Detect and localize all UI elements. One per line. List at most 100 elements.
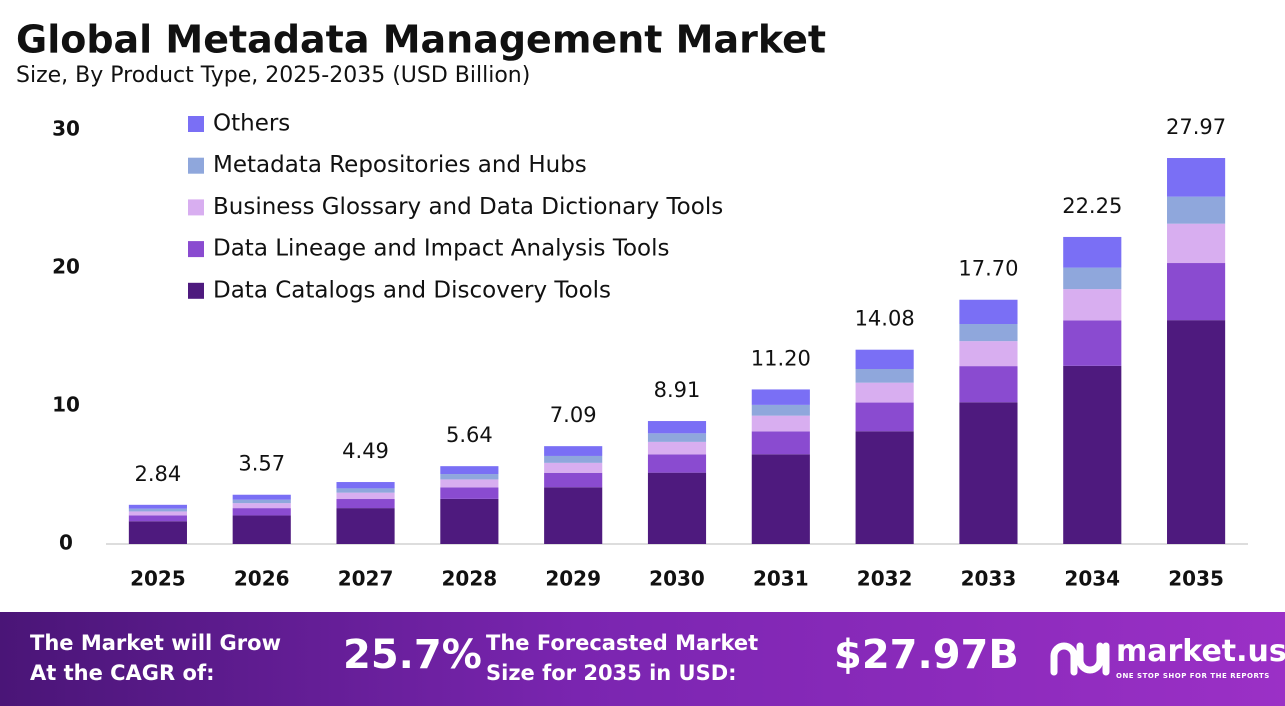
line: The Forecasted Market (486, 631, 759, 655)
bar-segment (128, 508, 187, 512)
bar-segment (1167, 158, 1226, 197)
bar-segment (959, 366, 1018, 403)
legend-label: Data Lineage and Impact Analysis Tools (213, 236, 670, 262)
legend-swatch (188, 241, 204, 258)
legend-swatch (188, 157, 204, 174)
line: Size for 2035 in USD: (486, 661, 737, 685)
bar-segment (336, 492, 395, 500)
bar-segment (232, 515, 291, 544)
brand: market.us (1116, 634, 1285, 669)
x-tick-label: 2028 (442, 567, 498, 591)
bar-segment (1167, 223, 1226, 264)
x-tick-label: 2035 (1168, 567, 1224, 591)
bar-segment (959, 341, 1018, 367)
bar-segment (855, 382, 914, 403)
bar-segment (232, 499, 291, 504)
x-tick-label: 2026 (234, 567, 290, 591)
x-tick-label: 2032 (857, 567, 913, 591)
bar-segment (440, 466, 499, 475)
bar-segment (1063, 289, 1122, 321)
legend-swatch (188, 116, 204, 132)
total-label: 3.57 (238, 452, 285, 476)
x-tick-label: 2033 (961, 567, 1017, 591)
y-tick-label: 20 (52, 255, 80, 279)
cagr-text: The Market will Grow At the CAGR of: (30, 628, 281, 688)
forecast-text: The Forecasted Market Size for 2035 in US… (486, 628, 758, 688)
bar-segment (751, 389, 810, 405)
x-tick-label: 2031 (753, 567, 809, 591)
bar-segment (959, 299, 1018, 325)
y-tick-label: 0 (59, 531, 73, 555)
bar-segment (440, 487, 499, 499)
chart-title: Global Metadata Management Market (16, 18, 826, 62)
bar-segment (544, 487, 603, 544)
y-tick-label: 30 (52, 117, 80, 141)
bar-segment (1063, 320, 1122, 366)
bar-segment (959, 324, 1018, 342)
chart-subtitle: Size, By Product Type, 2025-2035 (USD Bi… (16, 63, 530, 88)
bar-segment (647, 454, 707, 473)
bar-segment (336, 499, 395, 509)
legend-label: Metadata Repositories and Hubs (213, 152, 587, 178)
bar-segment (440, 479, 499, 488)
bar-segment (232, 503, 291, 509)
legend-swatch (188, 199, 204, 216)
bar-segment (751, 431, 810, 455)
bar-segment (959, 402, 1018, 544)
bar-segment (751, 404, 810, 416)
legend-swatch (188, 282, 204, 299)
total-label: 14.08 (855, 307, 915, 331)
total-label: 4.49 (342, 439, 389, 463)
forecast-value: $27.97B (834, 632, 1019, 678)
bar-segment (128, 511, 187, 516)
bar-segment (544, 446, 603, 456)
bar-segment (1063, 365, 1122, 544)
bar-segment (1063, 236, 1122, 268)
total-label: 8.91 (654, 378, 701, 402)
bar-segment (1167, 196, 1226, 224)
legend-label: Others (213, 111, 290, 137)
bar-segment (544, 462, 603, 473)
bar-segment (232, 508, 291, 516)
line: At the CAGR of: (30, 661, 215, 685)
bar-segment (440, 498, 499, 544)
total-label: 2.84 (135, 462, 182, 486)
x-tick-label: 2027 (338, 567, 394, 591)
bar-segment (544, 472, 603, 488)
bar-segment (128, 515, 187, 522)
bar-segment (855, 431, 914, 544)
total-label: 7.09 (550, 403, 597, 427)
total-label: 22.25 (1062, 194, 1122, 218)
total-label: 11.20 (751, 346, 811, 370)
bar-segment (128, 504, 187, 509)
bar-segment (128, 521, 187, 544)
y-tick-label: 10 (52, 393, 80, 417)
bar-segment (647, 472, 707, 544)
legend-label: Business Glossary and Data Dictionary To… (213, 194, 723, 220)
bar-segment (1167, 320, 1226, 544)
total-label: 5.64 (446, 423, 493, 447)
bar-segment (647, 433, 707, 442)
bar-segment (336, 508, 395, 544)
logo-icon (1050, 642, 1110, 676)
line: The Market will Grow (30, 631, 281, 655)
footer: The Market will Grow At the CAGR of: 25.7… (0, 612, 1285, 706)
bar-segment (232, 494, 291, 500)
bar-segment (1063, 267, 1122, 290)
total-label: 17.70 (958, 257, 1018, 281)
bar-segment (855, 369, 914, 383)
bar-segment (336, 482, 395, 489)
bar-segment (647, 441, 707, 455)
x-tick-label: 2025 (130, 567, 186, 591)
bar-segment (647, 421, 707, 434)
x-tick-label: 2030 (649, 567, 705, 591)
bar-segment (544, 455, 603, 463)
total-label: 27.97 (1166, 115, 1226, 139)
bar-segment (336, 488, 395, 493)
cagr-value: 25.7% (343, 632, 482, 678)
bar-segment (855, 402, 914, 432)
chart: Global Metadata Management Market Size, … (16, 18, 1248, 591)
bar-segment (751, 415, 810, 432)
x-tick-label: 2034 (1064, 567, 1120, 591)
